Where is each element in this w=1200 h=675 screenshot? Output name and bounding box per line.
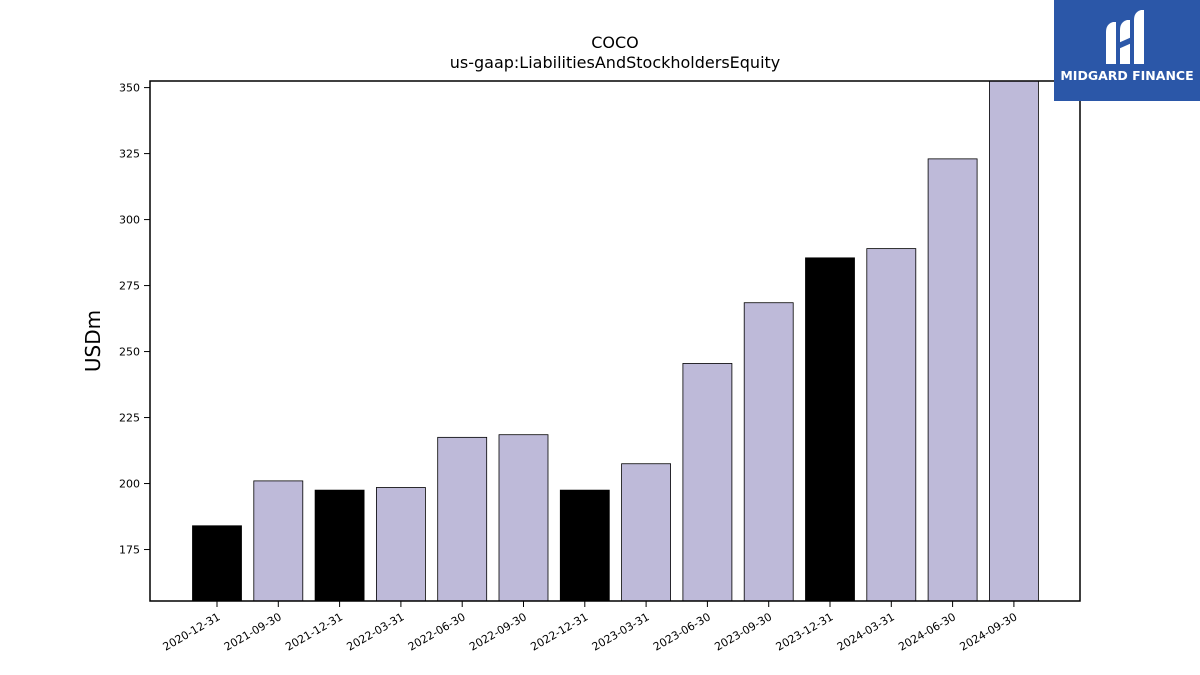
x-tick-label: 2023-06-30	[651, 610, 713, 653]
x-tick-label: 2022-12-31	[528, 610, 590, 653]
x-tick-label: 2021-12-31	[283, 610, 345, 653]
bar-2022-12-31	[559, 489, 610, 602]
x-tick-label: 2023-12-31	[774, 610, 836, 653]
x-tick-label: 2024-09-30	[958, 610, 1020, 653]
x-tick-label: 2020-12-31	[161, 610, 223, 653]
y-tick-label: 300	[119, 214, 140, 227]
x-tick-label: 2023-09-30	[712, 610, 774, 653]
bar-2024-09-30	[989, 80, 1039, 602]
bar-2021-09-30	[253, 480, 304, 602]
y-tick-label: 200	[119, 478, 140, 491]
bar-2022-09-30	[498, 434, 549, 602]
plot-frame	[149, 80, 1081, 602]
x-axis-ticks: 2020-12-31 2021-09-30 2021-12-31 2022-03-31…	[161, 601, 1020, 654]
bar-2023-09-30	[743, 302, 794, 602]
y-tick-label: 225	[119, 412, 140, 425]
x-tick-label: 2024-03-31	[835, 610, 897, 653]
x-tick-label: 2021-09-30	[222, 610, 284, 653]
x-tick-label: 2022-09-30	[467, 610, 529, 653]
chart-title: COCO	[591, 33, 639, 52]
logo-mark-icon	[1106, 10, 1144, 64]
y-axis-label: USDm	[81, 310, 105, 372]
bar-2024-06-30	[927, 158, 978, 602]
bar-2024-03-31	[866, 248, 917, 602]
midgard-finance-logo: MIDGARD FINANCE	[1054, 0, 1200, 101]
bar-2022-03-31	[375, 487, 426, 602]
x-tick-label: 2022-03-31	[345, 610, 407, 653]
logo-text: MIDGARD FINANCE	[1060, 68, 1194, 83]
y-tick-label: 350	[119, 82, 140, 95]
bars-group	[192, 80, 1039, 602]
bar-2023-03-31	[621, 463, 671, 602]
x-tick-label: 2022-06-30	[406, 610, 468, 653]
x-tick-label: 2024-06-30	[896, 610, 958, 653]
y-axis-ticks: 175 200 225 250 275 300 325 350	[119, 82, 150, 557]
bar-2020-12-31	[192, 525, 242, 602]
y-tick-label: 175	[119, 544, 140, 557]
bar-2023-12-31	[805, 257, 855, 602]
bar-2022-06-30	[437, 436, 488, 602]
y-tick-label: 275	[119, 280, 140, 293]
y-tick-label: 250	[119, 346, 140, 359]
bar-2023-06-30	[682, 363, 733, 602]
chart-subtitle: us-gaap:LiabilitiesAndStockholdersEquity	[450, 53, 781, 72]
y-tick-label: 325	[119, 148, 140, 161]
x-tick-label: 2023-03-31	[590, 610, 652, 653]
bar-2021-12-31	[314, 489, 365, 602]
